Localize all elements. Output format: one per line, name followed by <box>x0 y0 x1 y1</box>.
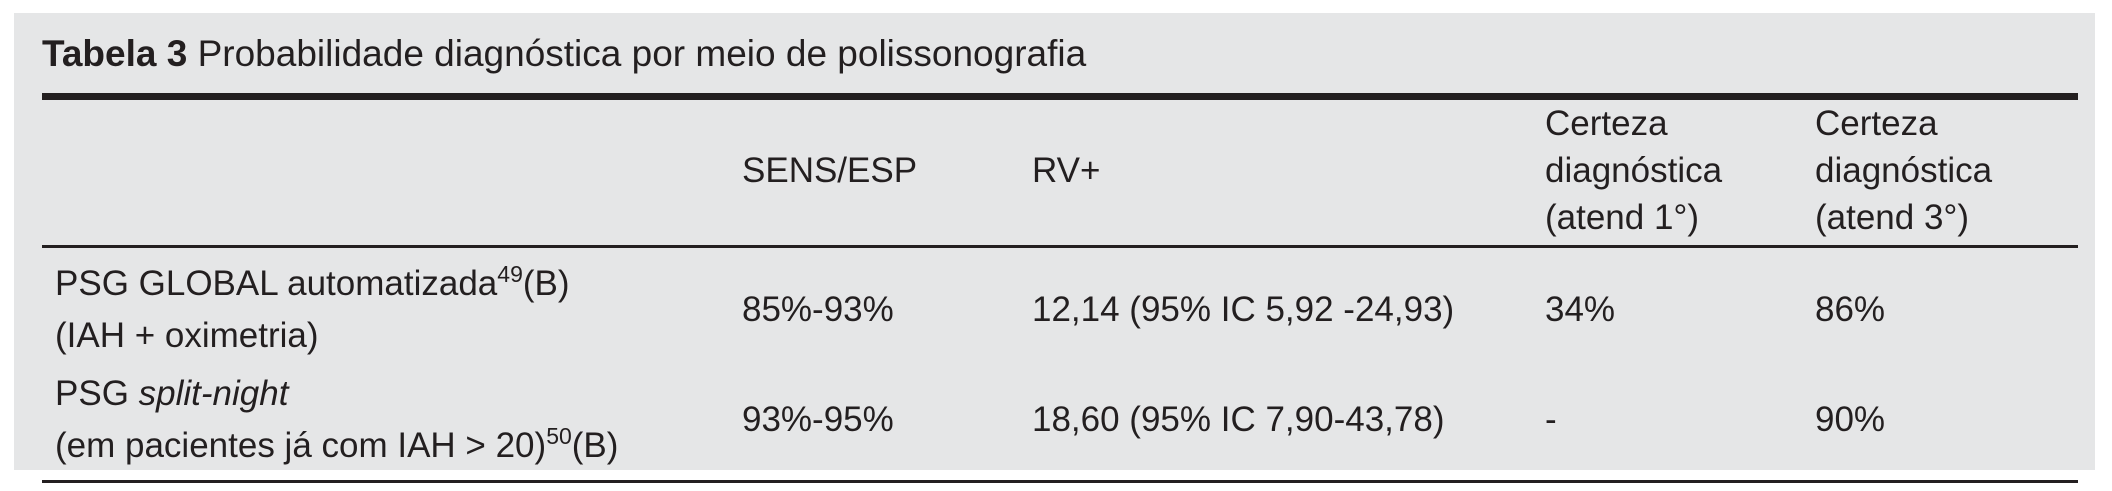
table-row: PSG GLOBAL automatizada49(B) (IAH + oxim… <box>42 247 2078 367</box>
header-sens-esp: SENS/ESP <box>742 100 1032 248</box>
cell-certeza-atend-1: 34% <box>1545 290 1616 329</box>
row-label-line2: (em pacientes já com IAH > 20)50(B) <box>55 423 619 466</box>
row-label-psg-global: PSG GLOBAL automatizada49(B) (IAH + oxim… <box>42 247 742 367</box>
cell-sens-esp: 93%-95% <box>742 366 1032 483</box>
header-certeza-atend-3: Certeza diagnóstica (atend 3°) <box>1815 100 2078 248</box>
diagnostic-probability-table: SENS/ESP RV+ Certeza diagnóstica (atend … <box>42 100 2078 483</box>
table-content: Tabela 3 Probabilidade diagnóstica por m… <box>42 28 2078 483</box>
reference-superscript: 50 <box>546 423 572 449</box>
table-panel: Tabela 3 Probabilidade diagnóstica por m… <box>14 13 2095 483</box>
cell-certeza-atend-1: - <box>1545 366 1815 483</box>
header-empty <box>42 100 742 248</box>
table-row: PSG split-night (em pacientes já com IAH… <box>42 366 2078 483</box>
cell-certeza-atend-3: 90% <box>1815 366 2078 483</box>
row-label-line2: (IAH + oximetria) <box>55 316 319 355</box>
table-title: Tabela 3 Probabilidade diagnóstica por m… <box>42 28 2078 78</box>
top-rule <box>42 93 2078 100</box>
reference-superscript: 49 <box>497 261 523 287</box>
cell-rv-plus: 12,14 (95% IC 5,92 -24,93) <box>1032 290 1455 329</box>
cell-certeza-atend-3: 86% <box>1815 290 1886 329</box>
table-number: Tabela 3 <box>42 33 188 74</box>
header-rv-plus: RV+ <box>1032 100 1545 248</box>
cell-sens-esp: 85%-93% <box>742 290 894 329</box>
table-caption: Probabilidade diagnóstica por meio de po… <box>197 33 1087 74</box>
table-header-row: SENS/ESP RV+ Certeza diagnóstica (atend … <box>42 100 2078 248</box>
cell-rv-plus: 18,60 (95% IC 7,90-43,78) <box>1032 366 1545 483</box>
header-certeza-atend-1: Certeza diagnóstica (atend 1°) <box>1545 100 1815 248</box>
row-label-psg-split-night: PSG split-night (em pacientes já com IAH… <box>42 366 742 483</box>
row-label-line1: PSG split-night <box>55 374 289 413</box>
split-night-term: split-night <box>138 374 289 413</box>
row-label-line1: PSG GLOBAL automatizada49(B) <box>55 261 570 304</box>
